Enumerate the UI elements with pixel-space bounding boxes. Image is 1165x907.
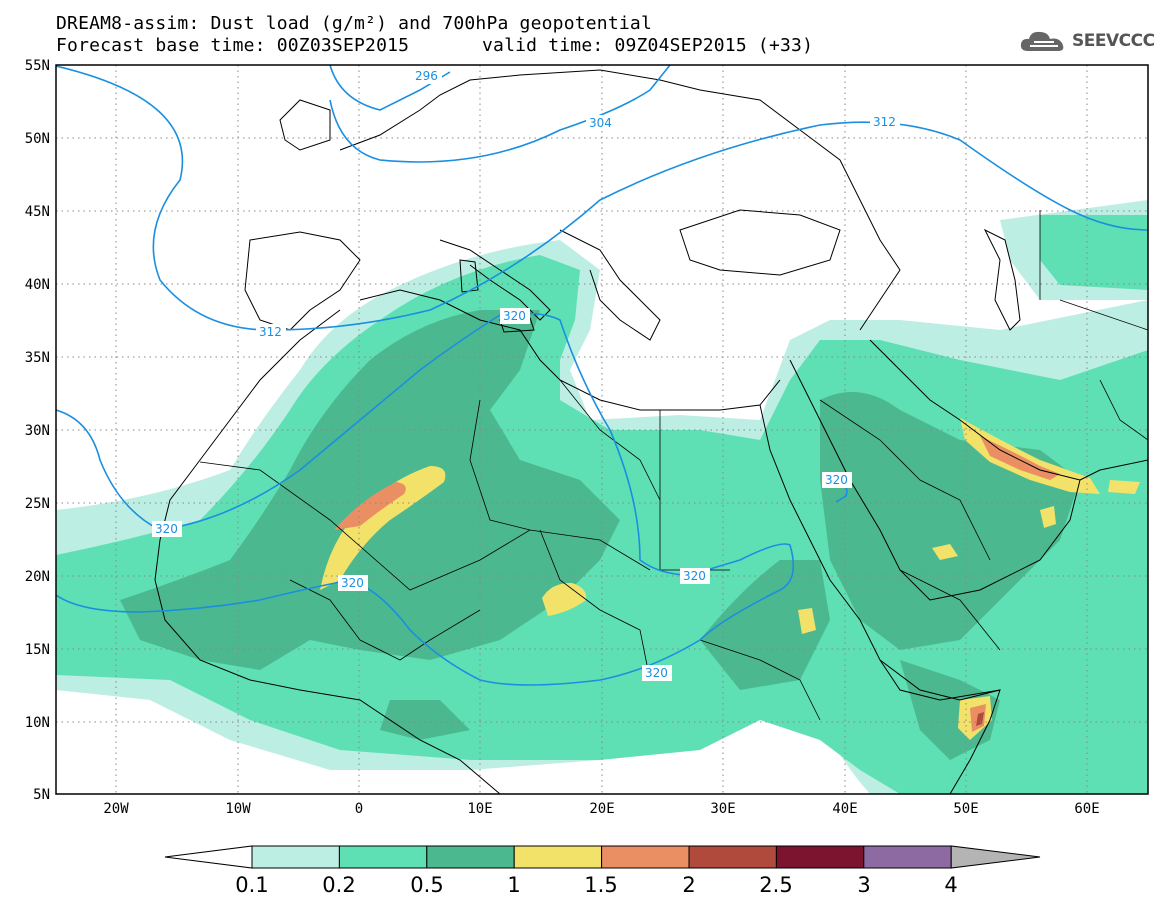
dust-shading-2 xyxy=(976,712,984,726)
svg-text:296: 296 xyxy=(415,69,438,83)
coastlines xyxy=(154,69,1148,794)
contour-label-7: 320 xyxy=(338,575,368,591)
lon-tick: 0 xyxy=(355,801,363,817)
svg-text:320: 320 xyxy=(155,522,178,536)
chart-title: DREAM8-assim: Dust load (g/m²) and 700hP… xyxy=(56,13,652,34)
contour-label-10: 320 xyxy=(822,472,852,488)
colorbar-swatch xyxy=(338,845,428,869)
lat-tick: 5N xyxy=(33,787,50,803)
cloud-icon xyxy=(1020,31,1064,51)
lon-tick: 10E xyxy=(467,801,492,817)
lat-tick: 25N xyxy=(25,496,50,512)
svg-text:312: 312 xyxy=(873,115,896,129)
lon-tick: 40E xyxy=(832,801,857,817)
map-content: 296 304 312 312 320 320 320 320 320 320 xyxy=(56,65,1148,794)
lat-tick: 35N xyxy=(25,350,50,366)
colorbar-label: 0.2 xyxy=(322,873,355,897)
colorbar-swatch xyxy=(426,845,515,869)
svg-text:320: 320 xyxy=(683,569,706,583)
lon-tick: 60E xyxy=(1074,801,1099,817)
longitude-labels: 20W 10W 0 10E 20E 30E 40E 50E 60E xyxy=(103,801,1099,817)
lat-tick: 20N xyxy=(25,569,50,585)
contour-label-2: 304 xyxy=(586,115,616,131)
contour-label-5: 320 xyxy=(500,308,530,324)
contour-label-4: 312 xyxy=(256,324,286,340)
lat-tick: 40N xyxy=(25,277,50,293)
colorbar-max-arrow xyxy=(950,845,1041,869)
svg-text:312: 312 xyxy=(259,325,282,339)
graticule xyxy=(56,65,1148,794)
colorbar-swatch xyxy=(601,845,690,869)
colorbar-swatch xyxy=(863,845,952,869)
colorbar-label: 4 xyxy=(944,873,957,897)
svg-text:320: 320 xyxy=(503,309,526,323)
colorbar-label: 3 xyxy=(857,873,870,897)
contour-label-6: 320 xyxy=(152,521,182,537)
lat-tick: 45N xyxy=(25,204,50,220)
valid-time: valid time: 09Z04SEP2015 (+33) xyxy=(482,35,814,56)
latitude-labels: 55N 50N 45N 40N 35N 30N 25N 20N 15N 10N … xyxy=(25,58,50,803)
colorbar-swatch xyxy=(775,845,865,869)
lat-tick: 50N xyxy=(25,131,50,147)
colorbar xyxy=(164,845,1041,869)
svg-text:320: 320 xyxy=(825,473,848,487)
svg-text:320: 320 xyxy=(645,666,668,680)
dust-shading-1.5 xyxy=(334,436,1060,732)
colorbar-label: 1 xyxy=(507,873,520,897)
map-frame xyxy=(55,64,1149,795)
colorbar-min-arrow xyxy=(164,845,253,869)
colorbar-swatch xyxy=(251,845,340,869)
colorbar-label: 0.1 xyxy=(235,873,268,897)
lat-tick: 55N xyxy=(25,58,50,74)
lon-tick: 20E xyxy=(589,801,614,817)
colorbar-label: 2 xyxy=(682,873,695,897)
lon-tick: 20W xyxy=(103,801,129,817)
forecast-base-time: Forecast base time: 00Z03SEP2015 xyxy=(56,35,410,56)
lat-tick: 10N xyxy=(25,715,50,731)
colorbar-label: 1.5 xyxy=(584,873,617,897)
colorbar-label: 2.5 xyxy=(759,873,792,897)
contour-label-9: 320 xyxy=(642,665,672,681)
contour-296 xyxy=(329,65,451,111)
colorbar-swatch xyxy=(513,845,603,869)
lon-tick: 10W xyxy=(225,801,251,817)
lat-tick: 15N xyxy=(25,642,50,658)
colorbar-swatch xyxy=(688,845,777,869)
contour-label-1: 296 xyxy=(412,68,442,84)
contour-304 xyxy=(329,65,671,163)
contour-label-8: 320 xyxy=(680,568,710,584)
seevccc-logo: SEEVCCC xyxy=(1018,26,1155,56)
svg-text:304: 304 xyxy=(589,116,612,130)
logo-text: SEEVCCC xyxy=(1072,31,1155,51)
contour-312 xyxy=(56,65,1148,331)
lat-tick: 30N xyxy=(25,423,50,439)
colorbar-labels: 0.1 0.2 0.5 1 1.5 2 2.5 3 4 xyxy=(235,873,957,897)
lon-tick: 30E xyxy=(710,801,735,817)
colorbar-label: 0.5 xyxy=(410,873,443,897)
lon-tick: 50E xyxy=(953,801,978,817)
contour-label-3: 312 xyxy=(870,114,900,130)
svg-text:320: 320 xyxy=(341,576,364,590)
